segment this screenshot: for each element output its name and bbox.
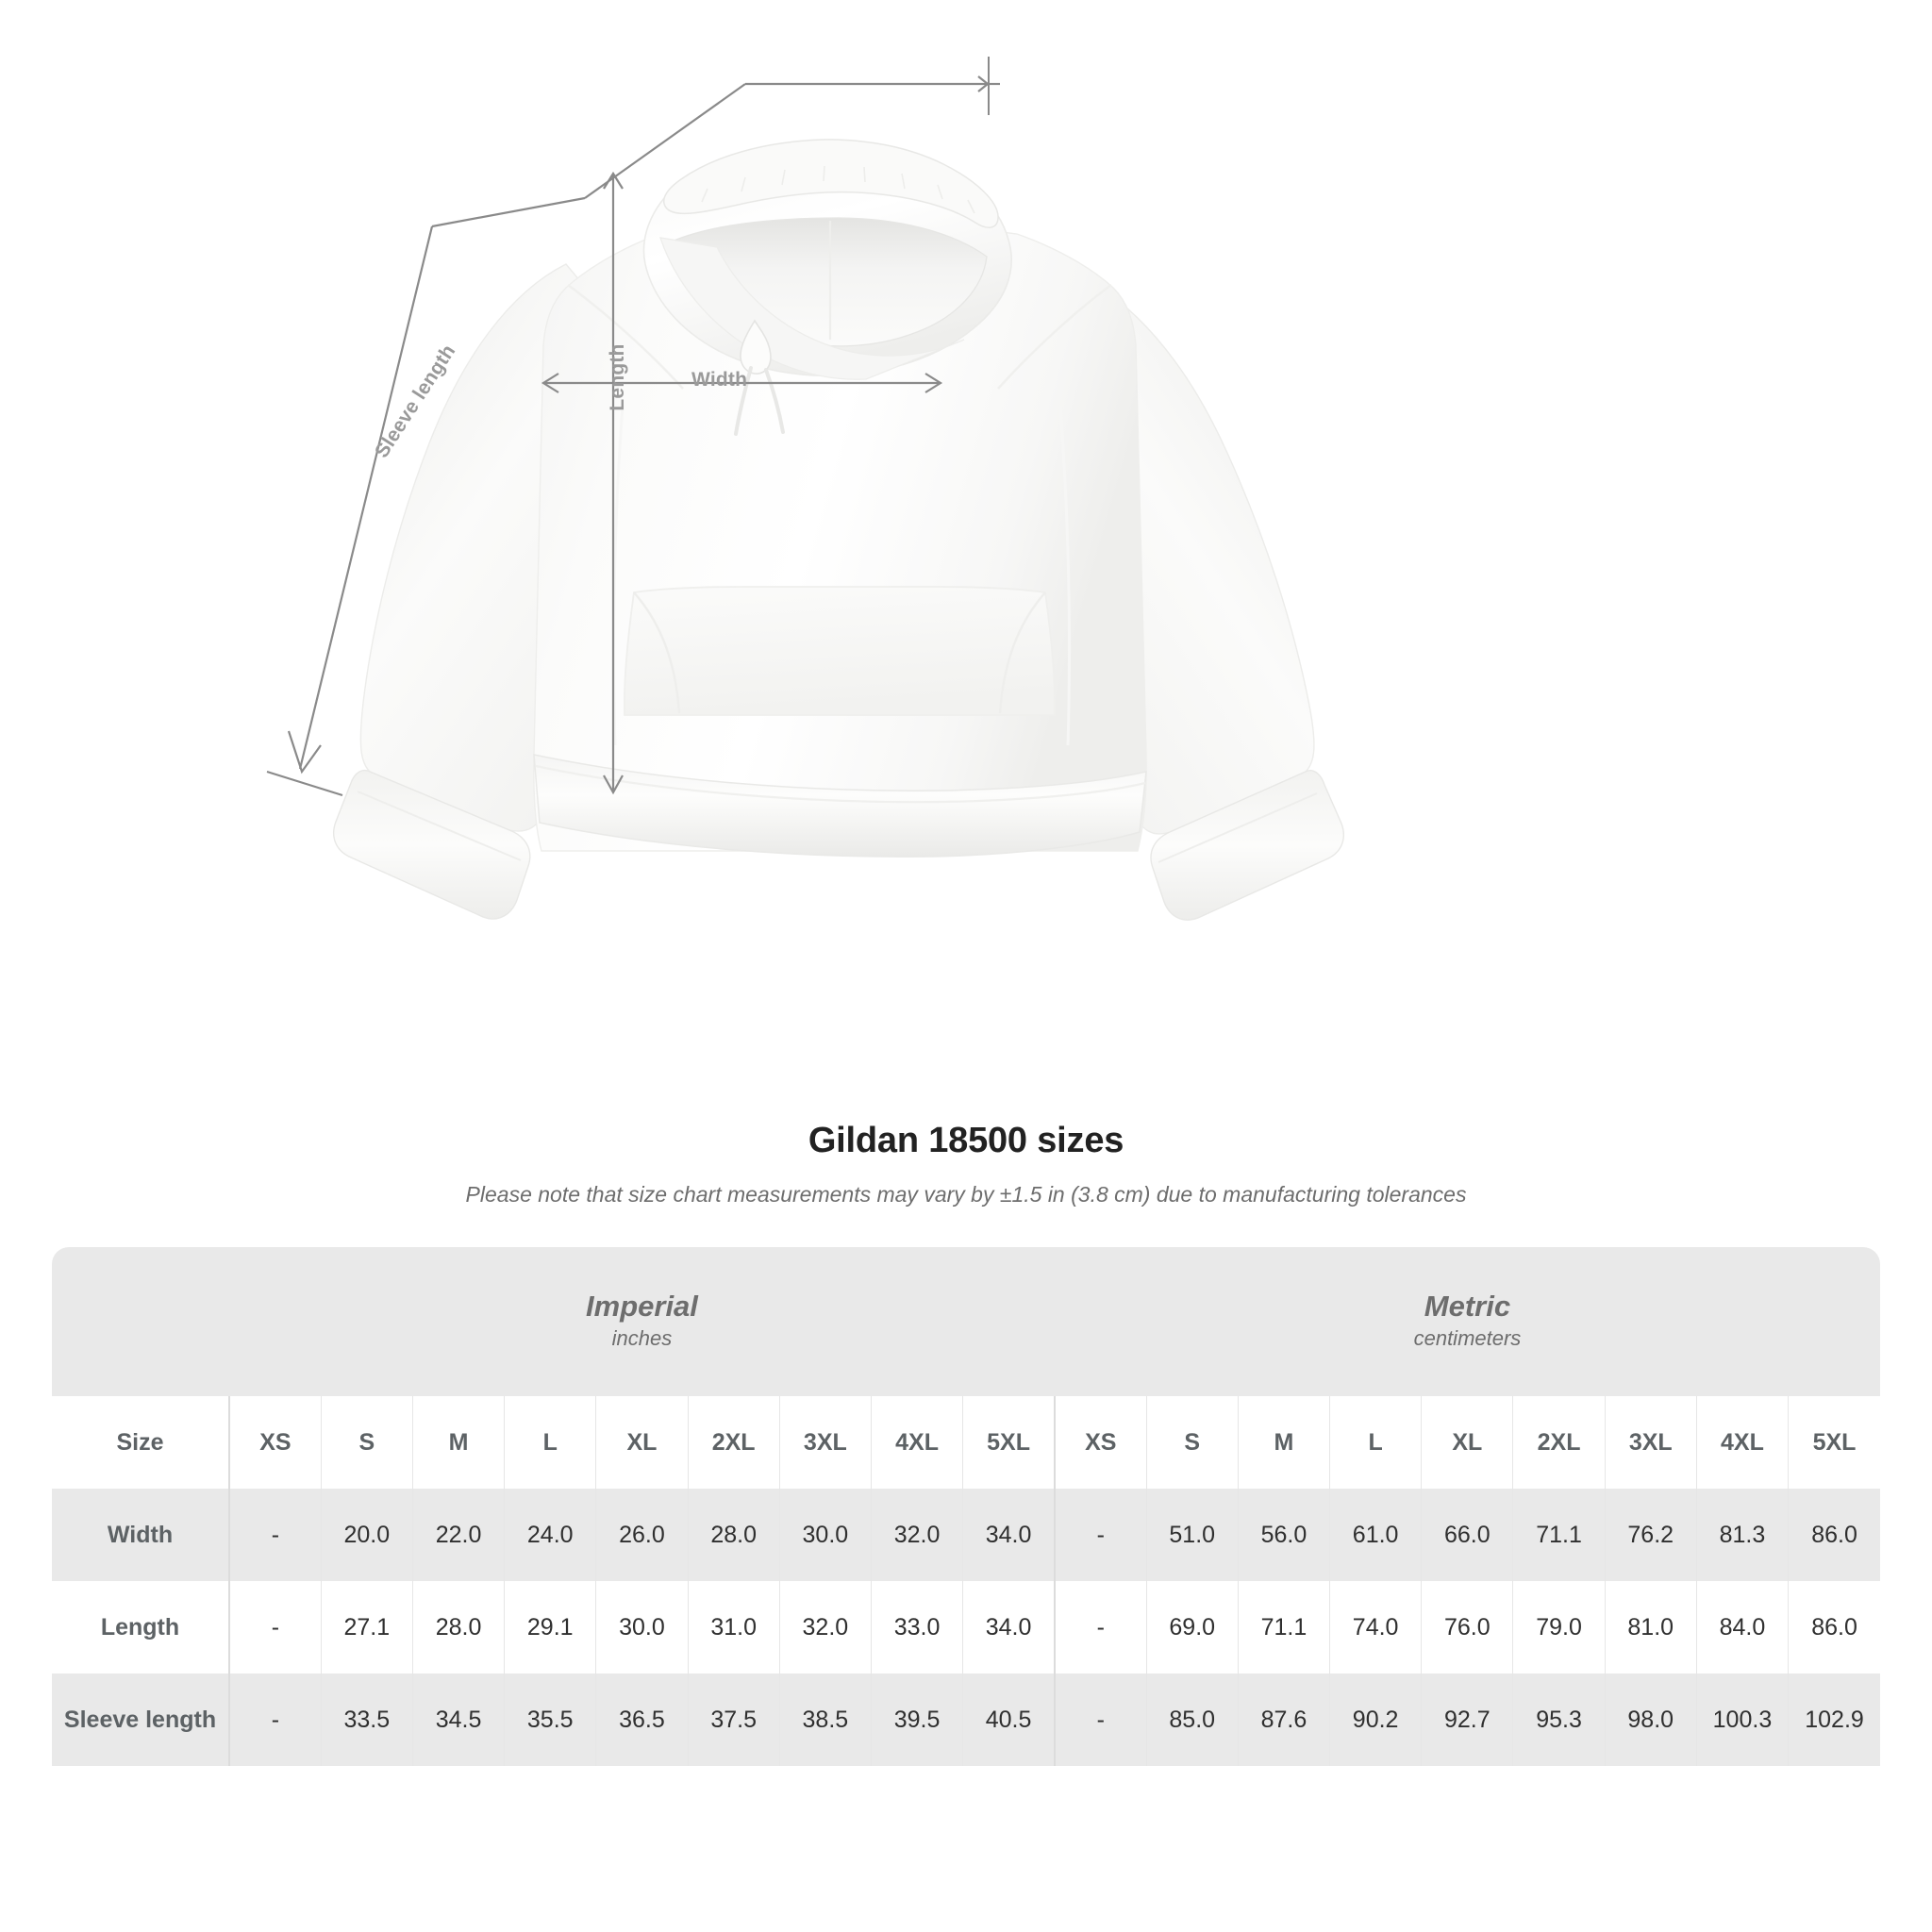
measurement-cell: 76.0 xyxy=(1421,1581,1513,1674)
measurement-cell: - xyxy=(1053,1489,1147,1581)
measurement-cell: 31.0 xyxy=(687,1581,780,1674)
measurement-cell: 36.5 xyxy=(595,1674,689,1766)
size-column-header: M xyxy=(1237,1396,1330,1489)
measurement-cell: 27.1 xyxy=(320,1581,413,1674)
size-chart-table: Imperial inches Metric centimeters Size XS S M L… xyxy=(52,1247,1880,1766)
measurement-cell: 30.0 xyxy=(595,1581,689,1674)
measurement-cell: 29.1 xyxy=(504,1581,596,1674)
unit-banner-row: Imperial inches Metric centimeters xyxy=(52,1247,1880,1396)
size-column-header: XS xyxy=(228,1396,322,1489)
size-header-row: Size XS S M L XL 2XL 3XL 4XL 5XL XS S M L XL 2XL 3XL 4XL 5… xyxy=(52,1396,1880,1489)
measurement-cell: 86.0 xyxy=(1788,1581,1880,1674)
measurement-cell: 86.0 xyxy=(1788,1489,1880,1581)
measurement-cell: 102.9 xyxy=(1788,1674,1880,1766)
measurement-cell: 84.0 xyxy=(1695,1581,1789,1674)
measurement-cell: 66.0 xyxy=(1421,1489,1513,1581)
measurement-cell: 69.0 xyxy=(1145,1581,1239,1674)
hoodie-illustration xyxy=(332,139,1345,921)
unit-header-metric: Metric centimeters xyxy=(1054,1247,1880,1396)
measurement-cell: 32.0 xyxy=(870,1489,963,1581)
unit-subtitle: centimeters xyxy=(1413,1326,1522,1351)
unit-name: Imperial xyxy=(586,1289,698,1323)
table-row: Width -20.0 22.0 24.0 26.0 28.0 30.0 32.0 34.0-5… xyxy=(52,1489,1880,1581)
measurement-cell: 71.1 xyxy=(1237,1581,1330,1674)
length-measure-label: Length xyxy=(607,343,628,411)
size-column-header: M xyxy=(411,1396,505,1489)
garment-diagram: Length Width Sleeve length xyxy=(266,57,1345,921)
unit-subtitle: inches xyxy=(611,1326,673,1351)
size-column-header: XL xyxy=(1421,1396,1513,1489)
size-column-header: XS xyxy=(1053,1396,1147,1489)
row-label: Sleeve length xyxy=(52,1674,230,1766)
measurement-cell: 71.1 xyxy=(1512,1489,1606,1581)
size-column-header: 4XL xyxy=(1695,1396,1789,1489)
measurement-cell: - xyxy=(228,1674,322,1766)
measurement-cell: - xyxy=(1053,1581,1147,1674)
size-column-header: L xyxy=(504,1396,596,1489)
measurement-cell: 32.0 xyxy=(778,1581,872,1674)
measurement-cell: 24.0 xyxy=(504,1489,596,1581)
measurement-cell: - xyxy=(1053,1674,1147,1766)
size-header-label: Size xyxy=(52,1396,230,1489)
unit-banner-spacer xyxy=(52,1247,230,1396)
measurement-cell: 61.0 xyxy=(1329,1489,1422,1581)
measurement-cell: - xyxy=(228,1581,322,1674)
size-column-header: 5XL xyxy=(962,1396,1055,1489)
size-column-header: L xyxy=(1329,1396,1422,1489)
table-row: Length -27.1 28.0 29.1 30.0 31.0 32.0 33.0 34.0-… xyxy=(52,1581,1880,1674)
unit-header-imperial: Imperial inches xyxy=(229,1247,1055,1396)
measurement-cell: 74.0 xyxy=(1329,1581,1422,1674)
measurement-cell: 34.0 xyxy=(962,1489,1055,1581)
size-column-header: 2XL xyxy=(1512,1396,1606,1489)
width-measure-label: Width xyxy=(691,369,748,391)
size-column-header: S xyxy=(320,1396,413,1489)
measurement-cell: 95.3 xyxy=(1512,1674,1606,1766)
measurement-cell: 98.0 xyxy=(1604,1674,1697,1766)
tolerance-note: Please note that size chart measurements… xyxy=(465,1182,1467,1207)
unit-name: Metric xyxy=(1424,1289,1511,1323)
measurement-cell: - xyxy=(228,1489,322,1581)
measurement-cell: 81.0 xyxy=(1604,1581,1697,1674)
measurement-cell: 81.3 xyxy=(1695,1489,1789,1581)
measurement-cell: 38.5 xyxy=(778,1674,872,1766)
measurement-cell: 85.0 xyxy=(1145,1674,1239,1766)
measurement-cell: 76.2 xyxy=(1604,1489,1697,1581)
measurement-cell: 22.0 xyxy=(411,1489,505,1581)
measurement-cell: 56.0 xyxy=(1237,1489,1330,1581)
measurement-cell: 37.5 xyxy=(687,1674,780,1766)
size-column-header: 3XL xyxy=(778,1396,872,1489)
size-column-header: 5XL xyxy=(1788,1396,1880,1489)
table-row: Sleeve length -33.5 34.5 35.5 36.5 37.5 38.5 39… xyxy=(52,1674,1880,1766)
size-column-header: 3XL xyxy=(1604,1396,1697,1489)
measurement-cell: 51.0 xyxy=(1145,1489,1239,1581)
measurement-cell: 28.0 xyxy=(687,1489,780,1581)
size-column-header: S xyxy=(1145,1396,1239,1489)
measurement-cell: 79.0 xyxy=(1512,1581,1606,1674)
row-label: Length xyxy=(52,1581,230,1674)
size-column-header: 4XL xyxy=(870,1396,963,1489)
measurement-cell: 90.2 xyxy=(1329,1674,1422,1766)
measurement-cell: 20.0 xyxy=(320,1489,413,1581)
size-table-container: Imperial inches Metric centimeters Size XS S M L… xyxy=(52,1247,1880,1766)
measurement-lines xyxy=(266,57,1000,797)
row-label: Width xyxy=(52,1489,230,1581)
measurement-cell: 92.7 xyxy=(1421,1674,1513,1766)
measurement-cell: 26.0 xyxy=(595,1489,689,1581)
measurement-cell: 33.5 xyxy=(320,1674,413,1766)
title-block: Gildan 18500 sizes Please note that size… xyxy=(0,1121,1932,1208)
measurement-cell: 87.6 xyxy=(1237,1674,1330,1766)
measurement-cell: 100.3 xyxy=(1695,1674,1789,1766)
size-column-header: XL xyxy=(595,1396,689,1489)
measurement-cell: 35.5 xyxy=(504,1674,596,1766)
measurement-cell: 28.0 xyxy=(411,1581,505,1674)
page-title: Gildan 18500 sizes xyxy=(808,1121,1124,1160)
measurement-cell: 40.5 xyxy=(962,1674,1055,1766)
measurement-cell: 30.0 xyxy=(778,1489,872,1581)
measurement-cell: 34.0 xyxy=(962,1581,1055,1674)
measurement-cell: 34.5 xyxy=(411,1674,505,1766)
size-column-header: 2XL xyxy=(687,1396,780,1489)
measurement-cell: 39.5 xyxy=(870,1674,963,1766)
measurement-cell: 33.0 xyxy=(870,1581,963,1674)
